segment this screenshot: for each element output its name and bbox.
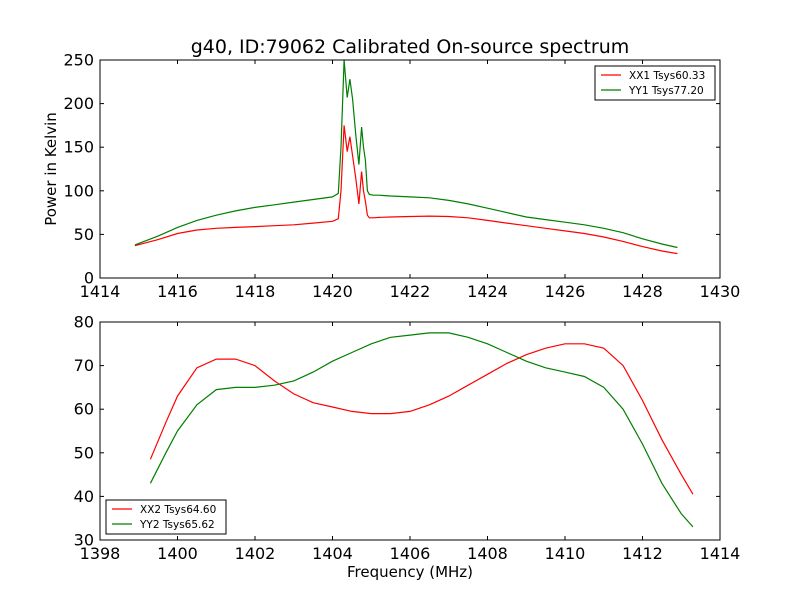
x-tick-label: 1408	[467, 544, 508, 563]
y-tick-label: 100	[63, 181, 94, 200]
series-line-1-2	[134, 60, 678, 249]
x-tick-label: 1424	[467, 282, 508, 301]
y-tick-label: 30	[74, 531, 94, 550]
series-line-2-2	[149, 332, 694, 528]
x-tick-label: 1414	[80, 282, 121, 301]
x-tick-label: 1426	[545, 282, 586, 301]
x-tick-label: 1400	[157, 544, 198, 563]
legend-entry-label: YY2 Tsys65.62	[139, 519, 215, 531]
y-tick-label: 70	[74, 356, 94, 375]
legend: XX1 Tsys60.33 YY1 Tsys77.20	[594, 65, 716, 101]
legend-entry-label: XX1 Tsys60.33	[629, 70, 705, 82]
legend-box	[105, 499, 227, 535]
panel-2: 1398 1400 1402 1404 1406 1408 1410 1412 1414 30 40…	[74, 313, 741, 564]
x-tick-label: 1420	[312, 282, 353, 301]
series-line-2-1	[149, 343, 694, 495]
x-tick-label: 1402	[235, 544, 276, 563]
legend: XX2 Tsys64.60 YY2 Tsys65.62	[105, 499, 227, 535]
x-tick-label: 1404	[312, 544, 353, 563]
y-tick-label: 40	[74, 487, 94, 506]
y-tick-label: 250	[63, 51, 94, 70]
y-tick-label: 0	[84, 269, 94, 288]
y-tick-label: 200	[63, 94, 94, 113]
y-tick-label: 50	[74, 225, 94, 244]
y-tick-label: 60	[74, 400, 94, 419]
x-tick-label: 1422	[390, 282, 431, 301]
x-tick-label: 1416	[157, 282, 198, 301]
series-line-1-1	[134, 125, 678, 255]
x-tick-label: 1410	[545, 544, 586, 563]
x-tick-label: 1412	[622, 544, 663, 563]
x-tick-label: 1430	[700, 282, 741, 301]
x-tick-label: 1406	[390, 544, 431, 563]
x-tick-label: 1398	[80, 544, 121, 563]
legend-box	[594, 65, 716, 101]
panel-1: 1414 1416 1418 1420 1422 1424 1426 1428 1430 0 50 1…	[63, 51, 740, 302]
y-tick-label: 150	[63, 138, 94, 157]
y-tick-label: 80	[74, 313, 94, 332]
legend-entry-label: YY1 Tsys77.20	[628, 85, 704, 97]
y-axis-label: Power in Kelvin	[42, 112, 60, 226]
x-axis-label: Frequency (MHz)	[347, 563, 473, 581]
y-tick-label: 50	[74, 443, 94, 462]
legend-entry-label: XX2 Tsys64.60	[140, 504, 216, 516]
x-tick-label: 1414	[700, 544, 741, 563]
x-tick-label: 1418	[235, 282, 276, 301]
chart-title: g40, ID:79062 Calibrated On-source spect…	[191, 36, 630, 58]
x-tick-label: 1428	[622, 282, 663, 301]
